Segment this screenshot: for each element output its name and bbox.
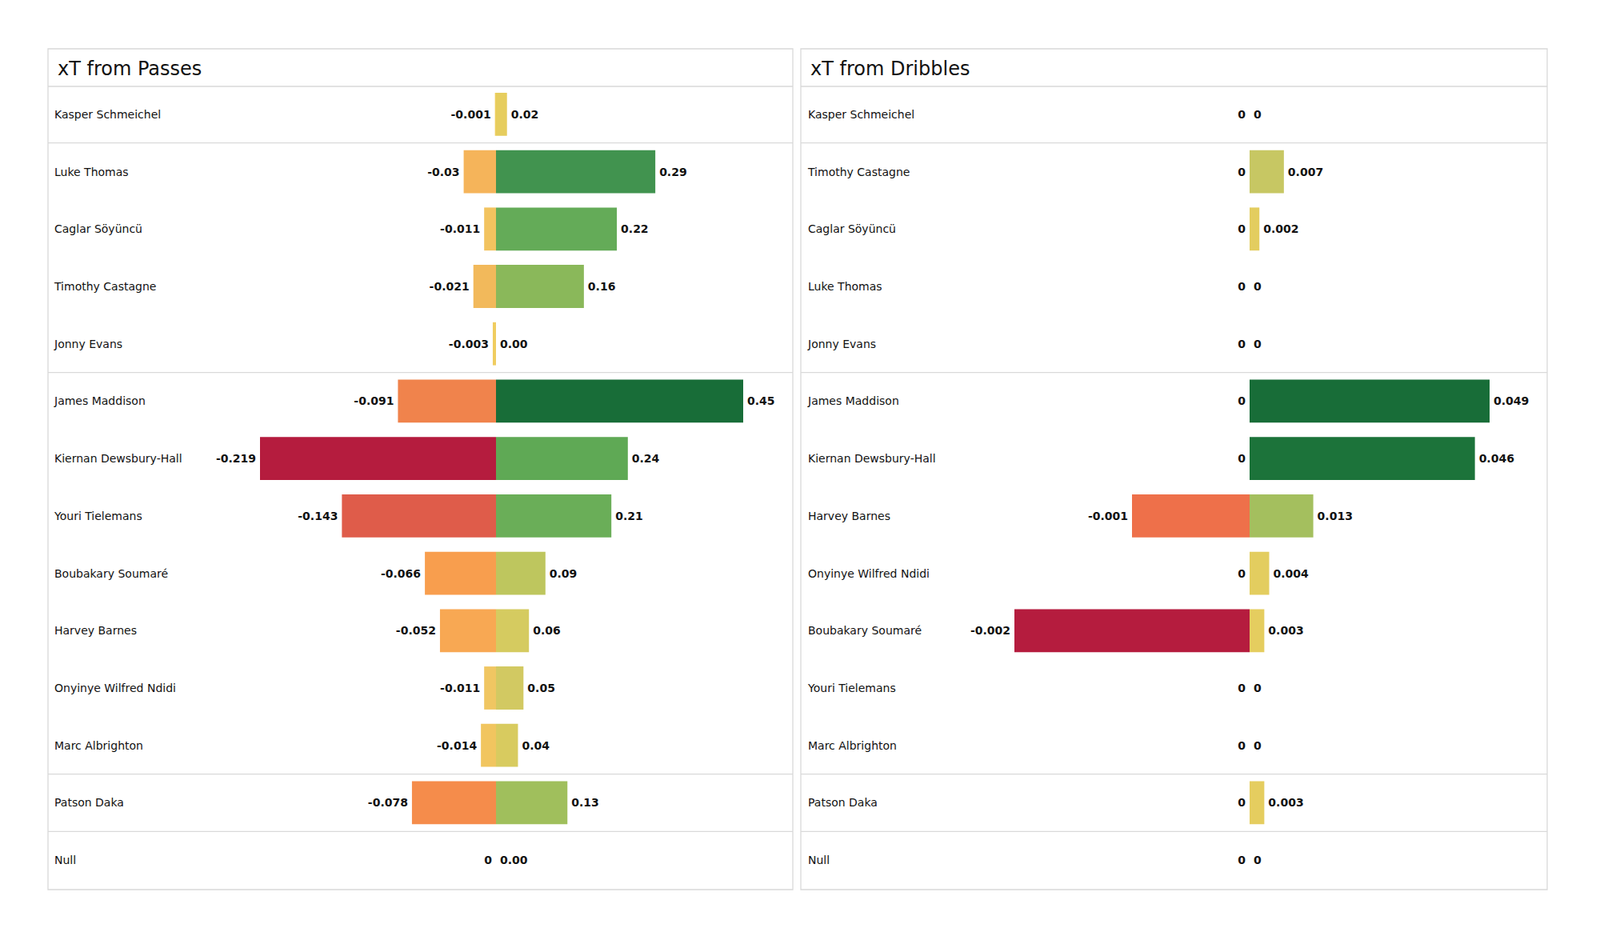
svg-text:0: 0 — [1253, 853, 1262, 867]
svg-text:Marc Albrighton: Marc Albrighton — [808, 739, 897, 752]
svg-text:0: 0 — [1237, 165, 1246, 179]
svg-text:-0.021: -0.021 — [429, 280, 470, 293]
svg-text:Marc Albrighton: Marc Albrighton — [54, 739, 144, 752]
svg-text:0.29: 0.29 — [659, 165, 688, 179]
svg-text:0.04: 0.04 — [521, 739, 550, 752]
svg-text:Youri Tielemans: Youri Tielemans — [53, 509, 143, 523]
svg-text:Jonny Evans: Jonny Evans — [53, 337, 123, 351]
svg-text:Youri Tielemans: Youri Tielemans — [807, 681, 896, 695]
svg-text:Onyinye Wilfred Ndidi: Onyinye Wilfred Ndidi — [54, 681, 176, 695]
svg-text:0.22: 0.22 — [620, 222, 649, 236]
svg-text:xT from Passes: xT from Passes — [57, 57, 202, 80]
svg-text:0.003: 0.003 — [1268, 624, 1304, 637]
svg-text:Null: Null — [54, 853, 76, 867]
svg-text:0: 0 — [1237, 853, 1246, 867]
svg-text:0.049: 0.049 — [1493, 394, 1529, 408]
svg-text:0.05: 0.05 — [527, 681, 556, 695]
svg-text:0.24: 0.24 — [632, 452, 660, 465]
svg-text:-0.03: -0.03 — [427, 165, 460, 179]
svg-text:0: 0 — [1237, 567, 1246, 580]
svg-text:0.002: 0.002 — [1263, 222, 1299, 236]
svg-text:0: 0 — [1253, 739, 1262, 752]
svg-text:-0.014: -0.014 — [436, 739, 477, 752]
svg-text:Kasper Schmeichel: Kasper Schmeichel — [54, 108, 161, 121]
svg-text:0.046: 0.046 — [1479, 452, 1515, 465]
svg-text:-0.078: -0.078 — [368, 796, 408, 809]
svg-text:Boubakary Soumaré: Boubakary Soumaré — [808, 624, 922, 637]
svg-text:-0.066: -0.066 — [380, 567, 421, 580]
svg-text:Caglar Söyüncü: Caglar Söyüncü — [54, 222, 143, 236]
svg-text:James Maddison: James Maddison — [807, 394, 900, 408]
svg-text:0.45: 0.45 — [747, 394, 776, 408]
svg-text:Kiernan Dewsbury-Hall: Kiernan Dewsbury-Hall — [54, 452, 183, 465]
svg-text:0: 0 — [1237, 222, 1246, 236]
svg-text:0.00: 0.00 — [500, 853, 528, 867]
svg-text:-0.011: -0.011 — [440, 222, 480, 236]
svg-text:0: 0 — [1253, 337, 1262, 351]
svg-text:0.13: 0.13 — [571, 796, 600, 809]
svg-text:-0.091: -0.091 — [353, 394, 394, 408]
svg-text:0.02: 0.02 — [511, 108, 540, 121]
svg-text:Kasper Schmeichel: Kasper Schmeichel — [808, 108, 915, 121]
svg-text:-0.011: -0.011 — [440, 681, 480, 695]
svg-text:-0.143: -0.143 — [297, 509, 338, 523]
svg-text:Boubakary Soumaré: Boubakary Soumaré — [54, 567, 168, 580]
svg-text:0: 0 — [1237, 796, 1246, 809]
svg-text:0.00: 0.00 — [500, 337, 528, 351]
svg-text:-0.003: -0.003 — [448, 337, 489, 351]
svg-text:0: 0 — [484, 853, 492, 867]
svg-text:Harvey Barnes: Harvey Barnes — [808, 509, 891, 523]
svg-text:0: 0 — [1253, 280, 1262, 293]
svg-text:0.21: 0.21 — [615, 509, 644, 523]
svg-text:Timothy Castagne: Timothy Castagne — [53, 280, 156, 293]
svg-text:-0.002: -0.002 — [970, 624, 1011, 637]
svg-text:James Maddison: James Maddison — [53, 394, 146, 408]
svg-text:0: 0 — [1237, 394, 1246, 408]
svg-text:0: 0 — [1253, 108, 1262, 121]
svg-text:0.004: 0.004 — [1272, 567, 1309, 580]
svg-text:0: 0 — [1253, 681, 1262, 695]
svg-text:Luke Thomas: Luke Thomas — [54, 165, 129, 179]
svg-text:Onyinye Wilfred Ndidi: Onyinye Wilfred Ndidi — [808, 567, 930, 580]
svg-text:-0.052: -0.052 — [396, 624, 436, 637]
svg-text:0.013: 0.013 — [1317, 509, 1353, 523]
svg-text:Jonny Evans: Jonny Evans — [807, 337, 876, 351]
svg-text:0: 0 — [1237, 681, 1246, 695]
svg-text:0.003: 0.003 — [1268, 796, 1304, 809]
svg-text:Patson Daka: Patson Daka — [54, 796, 124, 809]
svg-text:Harvey Barnes: Harvey Barnes — [54, 624, 137, 637]
svg-text:0: 0 — [1237, 452, 1246, 465]
svg-text:0: 0 — [1237, 739, 1246, 752]
svg-text:Null: Null — [808, 853, 830, 867]
svg-text:Kiernan Dewsbury-Hall: Kiernan Dewsbury-Hall — [808, 452, 936, 465]
svg-text:-0.219: -0.219 — [216, 452, 256, 465]
svg-text:0: 0 — [1237, 337, 1246, 351]
svg-text:Timothy Castagne: Timothy Castagne — [807, 165, 910, 179]
svg-text:0: 0 — [1237, 280, 1246, 293]
svg-text:Luke Thomas: Luke Thomas — [808, 280, 883, 293]
svg-text:0.16: 0.16 — [588, 280, 616, 293]
svg-text:Patson Daka: Patson Daka — [808, 796, 878, 809]
svg-text:-0.001: -0.001 — [1088, 509, 1128, 523]
svg-text:0.09: 0.09 — [549, 567, 578, 580]
svg-text:-0.001: -0.001 — [451, 108, 492, 121]
svg-text:0: 0 — [1237, 108, 1246, 121]
svg-text:xT from Dribbles: xT from Dribbles — [810, 57, 970, 80]
svg-text:0.06: 0.06 — [532, 624, 561, 637]
svg-text:0.007: 0.007 — [1288, 165, 1324, 179]
svg-text:Caglar Söyüncü: Caglar Söyüncü — [808, 222, 896, 236]
